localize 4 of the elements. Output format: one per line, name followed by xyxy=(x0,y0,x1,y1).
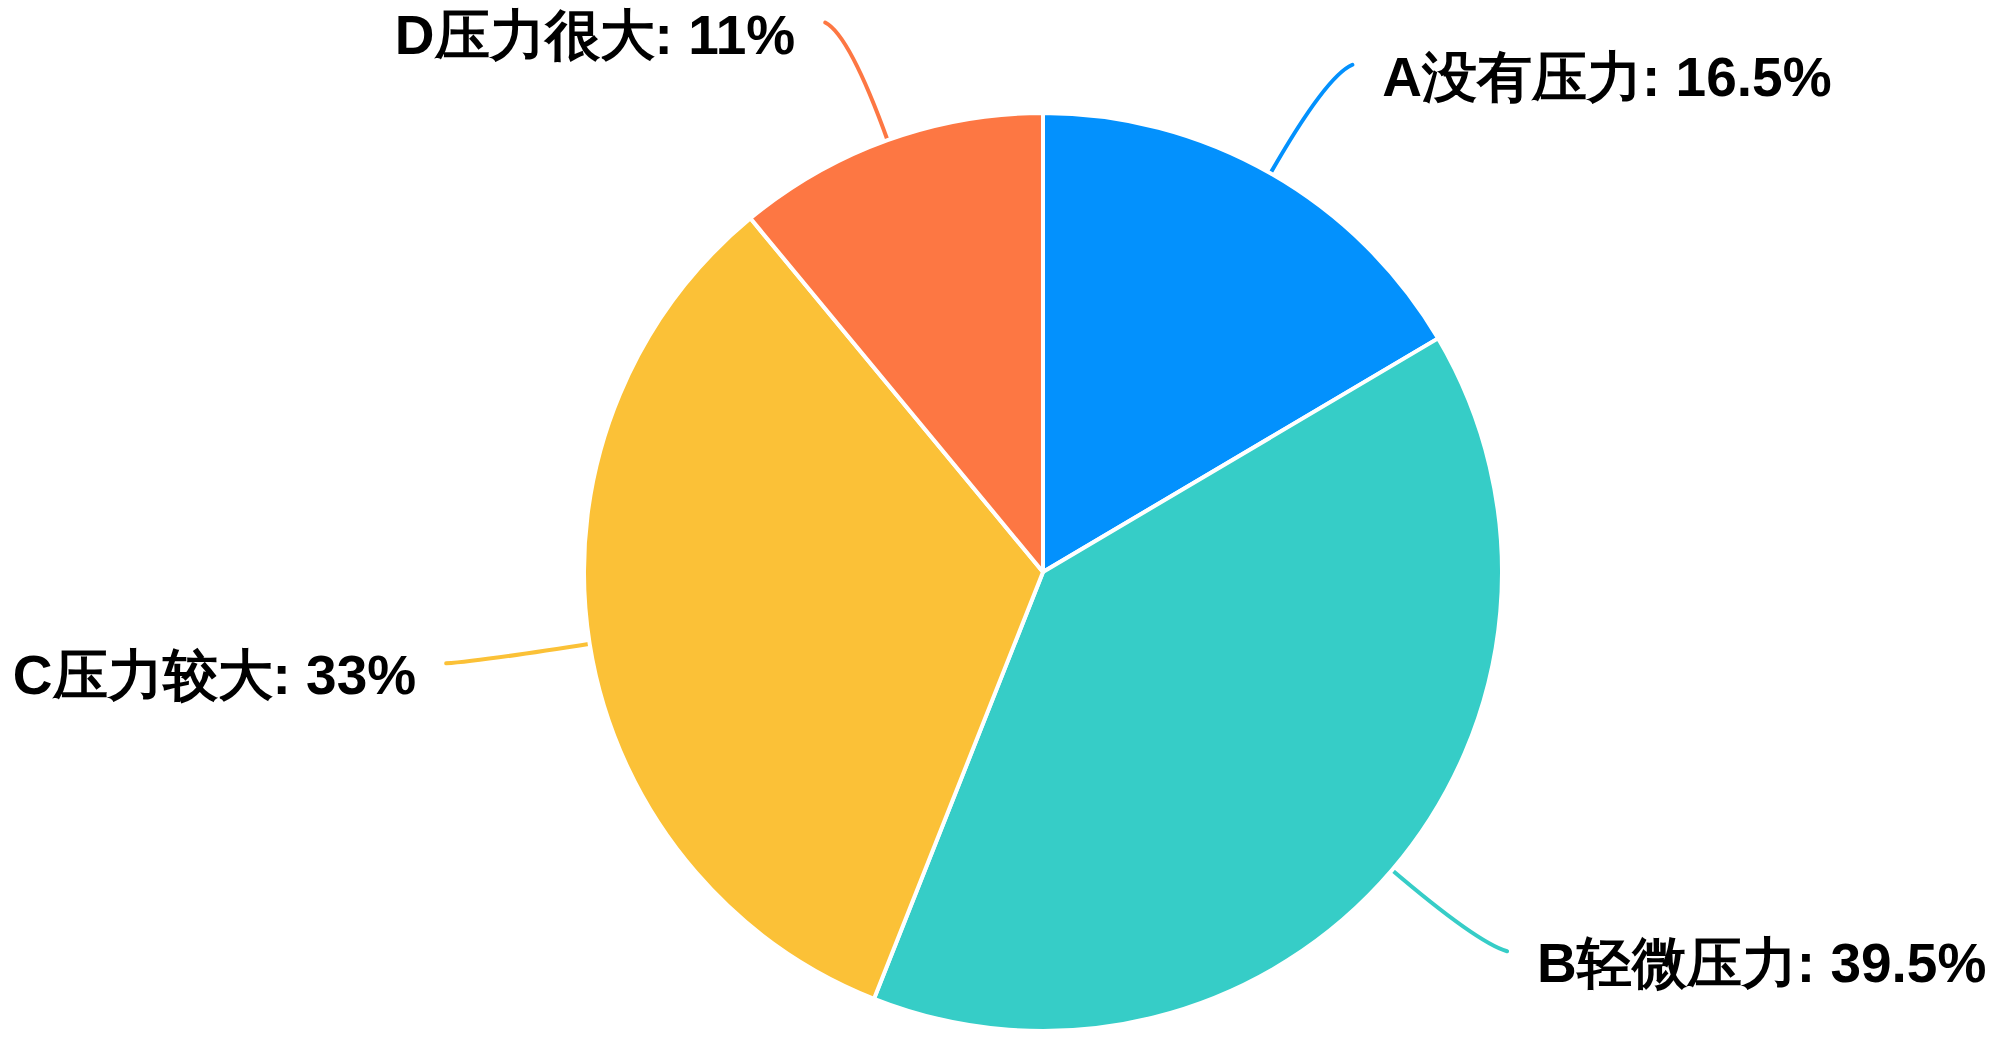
slice-label: D压力很大: 11% xyxy=(394,3,796,66)
slice-label: B轻微压力: 39.5% xyxy=(1537,932,1987,995)
slice-label: C压力较大: 33% xyxy=(12,644,417,707)
slice-label: A没有压力: 16.5% xyxy=(1382,45,1832,108)
